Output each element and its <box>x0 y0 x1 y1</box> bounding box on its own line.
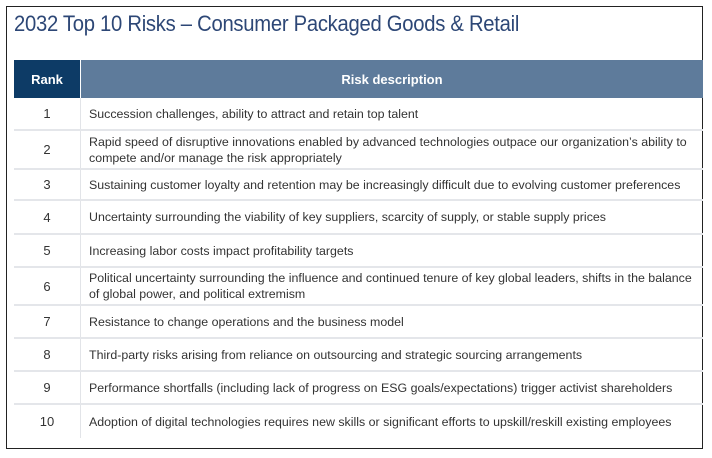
table-row: 3 Sustaining customer loyalty and retenti… <box>14 170 703 201</box>
rank-cell: 9 <box>43 380 51 395</box>
description-cell: Uncertainty surrounding the viability of… <box>80 201 703 233</box>
description-cell: Third-party risks arising from reliance … <box>80 339 703 370</box>
risk-table: Rank Risk description 1 Succession challe… <box>14 60 703 438</box>
description-header: Risk description <box>80 60 703 98</box>
table-header: Rank Risk description <box>14 60 703 98</box>
table-row: 10 Adoption of digital technologies requi… <box>14 405 703 438</box>
rank-header: Rank <box>14 60 80 98</box>
table-row: 8 Third-party risks arising from reliance… <box>14 339 703 372</box>
description-cell: Sustaining customer loyalty and retentio… <box>80 170 703 199</box>
rank-cell: 8 <box>43 347 51 362</box>
description-cell: Increasing labor costs impact profitabil… <box>80 235 703 266</box>
description-cell: Adoption of digital technologies require… <box>80 405 703 438</box>
rank-cell: 4 <box>43 209 51 225</box>
description-cell: Resistance to change operations and the … <box>80 306 703 337</box>
table-row: 9 Performance shortfalls (including lack … <box>14 372 703 405</box>
document-frame <box>6 6 703 449</box>
table-row: 6 Political uncertainty surrounding the i… <box>14 268 703 306</box>
rank-cell: 1 <box>43 106 51 121</box>
table-row: 7 Resistance to change operations and the… <box>14 306 703 339</box>
description-cell: Rapid speed of disruptive innovations en… <box>80 131 703 168</box>
page-title: 2032 Top 10 Risks – Consumer Packaged Go… <box>14 11 520 36</box>
description-cell: Political uncertainty surrounding the in… <box>80 268 703 304</box>
table-row: 5 Increasing labor costs impact profitabi… <box>14 235 703 268</box>
table-row: 4 Uncertainty surrounding the viability o… <box>14 201 703 235</box>
table-row: 2 Rapid speed of disruptive innovations e… <box>14 131 703 170</box>
table-row: 1 Succession challenges, ability to attra… <box>14 98 703 131</box>
rank-cell: 10 <box>39 414 55 429</box>
rank-cell: 7 <box>43 314 51 329</box>
description-cell: Performance shortfalls (including lack o… <box>80 372 703 403</box>
rank-cell: 6 <box>43 278 51 294</box>
rank-cell: 5 <box>43 243 51 258</box>
rank-cell: 3 <box>43 177 51 192</box>
description-cell: Succession challenges, ability to attrac… <box>80 98 703 129</box>
rank-cell: 2 <box>43 142 51 157</box>
